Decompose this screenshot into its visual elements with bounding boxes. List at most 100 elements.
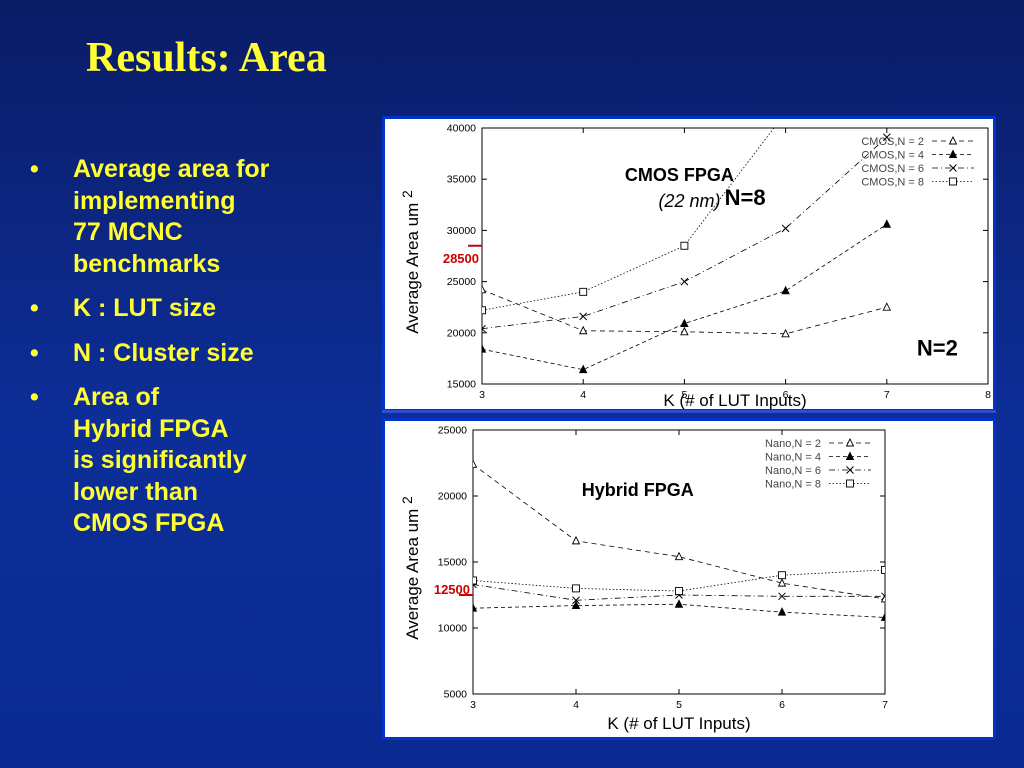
y-axis-title-superscript: 2 bbox=[399, 496, 415, 504]
x-tick-label: 4 bbox=[580, 389, 586, 401]
data-point-marker bbox=[473, 603, 478, 612]
y-tick-label: 25000 bbox=[447, 276, 476, 288]
bullet-item: • K : LUT size bbox=[30, 293, 360, 325]
legend-marker bbox=[846, 466, 854, 474]
legend-marker bbox=[949, 164, 957, 172]
bullet-item: • Area of Hybrid FPGA is significantly lo… bbox=[30, 382, 360, 540]
data-point-marker bbox=[781, 328, 790, 338]
data-point-marker bbox=[482, 324, 486, 333]
y-axis-title: Average Area um 2 bbox=[399, 190, 422, 334]
x-tick-label: 5 bbox=[681, 389, 687, 401]
data-point-marker bbox=[781, 224, 790, 233]
data-point-marker bbox=[572, 584, 580, 593]
data-point-marker bbox=[778, 592, 786, 601]
data-point-marker bbox=[675, 587, 683, 595]
bullet-dot-icon: • bbox=[30, 383, 39, 411]
data-point-marker bbox=[781, 285, 790, 295]
hybrid-chart-panel: 5000 10000 15000 20000 25000 3 4 5 6 7 Nano,N = 2 N… bbox=[382, 418, 996, 740]
x-tick-label: 3 bbox=[470, 699, 476, 711]
bullet-item: • N : Cluster size bbox=[30, 338, 360, 370]
data-point-marker bbox=[882, 302, 892, 311]
legend-label: Nano,N = 4 bbox=[765, 452, 821, 464]
chart-annotation: N=2 bbox=[917, 335, 958, 360]
legend-label: Nano,N = 2 bbox=[765, 438, 821, 450]
x-tick-label: 6 bbox=[779, 699, 785, 711]
x-tick-label: 4 bbox=[573, 699, 579, 711]
legend-label: CMOS,N = 8 bbox=[861, 177, 924, 189]
bullet-list: • Average area for implementing 77 MCNC b… bbox=[30, 154, 360, 553]
y-axis-title-superscript: 2 bbox=[399, 190, 415, 198]
bullet-item: • Average area for implementing 77 MCNC b… bbox=[30, 154, 360, 280]
data-point-marker bbox=[578, 325, 588, 335]
series-line bbox=[473, 584, 885, 601]
plot-frame bbox=[472, 429, 886, 695]
data-point-marker bbox=[572, 596, 580, 605]
y-tick-label: 20000 bbox=[447, 327, 476, 339]
x-tick-label: 3 bbox=[479, 389, 485, 401]
legend-marker bbox=[948, 135, 958, 145]
legend-label: CMOS,N = 2 bbox=[861, 136, 924, 148]
chart-annotation: (22 nm) bbox=[658, 191, 720, 211]
data-point-marker bbox=[579, 312, 588, 321]
data-point-marker bbox=[473, 576, 477, 585]
reference-marker-label: 12500 bbox=[434, 582, 470, 597]
data-point-marker bbox=[579, 287, 588, 296]
data-point-marker bbox=[674, 599, 684, 608]
data-point-marker bbox=[680, 277, 689, 286]
slide-title: Results: Area bbox=[86, 35, 327, 81]
data-point-marker bbox=[777, 607, 787, 616]
data-point-marker bbox=[882, 219, 892, 228]
bullet-dot-icon: • bbox=[30, 338, 39, 367]
data-point-marker bbox=[571, 535, 581, 545]
data-point-marker bbox=[777, 578, 787, 587]
data-point-marker bbox=[674, 551, 684, 561]
legend-marker bbox=[846, 479, 854, 488]
series-group bbox=[482, 128, 892, 374]
bullet-text: Average area for implementing 77 MCNC be… bbox=[73, 155, 270, 278]
x-tick-label: 7 bbox=[882, 699, 888, 711]
x-tick-label: 7 bbox=[884, 389, 890, 401]
y-tick-label: 35000 bbox=[447, 174, 476, 186]
data-point-marker bbox=[778, 571, 786, 580]
chart-annotation: N=8 bbox=[725, 185, 766, 210]
data-point-marker bbox=[482, 284, 487, 294]
series-line bbox=[473, 463, 885, 600]
y-tick-label: 15000 bbox=[438, 557, 467, 569]
data-point-marker bbox=[482, 344, 487, 353]
y-tick-label: 40000 bbox=[447, 123, 476, 135]
data-point-marker bbox=[680, 326, 689, 336]
data-point-marker bbox=[882, 133, 891, 142]
legend-marker bbox=[845, 451, 855, 460]
hybrid-area-chart: 5000 10000 15000 20000 25000 3 4 5 6 7 Nano,N = 2 N… bbox=[399, 425, 888, 734]
y-axis-title: Average Area um 2 bbox=[399, 496, 422, 640]
x-axis-title: K (# of LUT Inputs) bbox=[663, 391, 806, 409]
series-group bbox=[473, 459, 885, 621]
data-point-marker bbox=[680, 241, 689, 250]
cmos-area-chart: 15000 20000 25000 30000 35000 40000 3 4 5 6 7 8 CMOS… bbox=[399, 123, 991, 410]
y-tick-label: 30000 bbox=[447, 225, 476, 237]
data-point-marker bbox=[881, 565, 885, 574]
plot-frame bbox=[481, 127, 989, 385]
data-point-marker bbox=[482, 306, 486, 315]
y-tick-label: 10000 bbox=[438, 623, 467, 635]
legend-label: Nano,N = 6 bbox=[765, 465, 821, 477]
chart-annotation: CMOS FPGA bbox=[625, 165, 734, 185]
chart-divider bbox=[382, 410, 996, 413]
reference-marker-label: 28500 bbox=[443, 251, 479, 266]
bullet-text: K : LUT size bbox=[73, 294, 217, 322]
y-tick-label: 25000 bbox=[438, 425, 467, 437]
cmos-chart-panel: 15000 20000 25000 30000 35000 40000 3 4 5 6 7 8 CMOS… bbox=[382, 116, 996, 412]
legend-marker bbox=[948, 149, 958, 158]
bullet-dot-icon: • bbox=[30, 155, 39, 183]
data-point-marker bbox=[881, 592, 885, 601]
data-point-marker bbox=[578, 364, 588, 374]
bullet-text: N : Cluster size bbox=[73, 338, 254, 367]
legend-marker bbox=[845, 437, 855, 447]
legend-label: CMOS,N = 4 bbox=[861, 150, 924, 162]
x-tick-label: 5 bbox=[676, 699, 682, 711]
legend-label: Nano,N = 8 bbox=[765, 479, 821, 491]
data-point-marker bbox=[473, 459, 478, 468]
legend-marker bbox=[949, 177, 957, 186]
bullet-dot-icon: • bbox=[30, 294, 39, 322]
x-tick-label: 8 bbox=[985, 389, 991, 401]
